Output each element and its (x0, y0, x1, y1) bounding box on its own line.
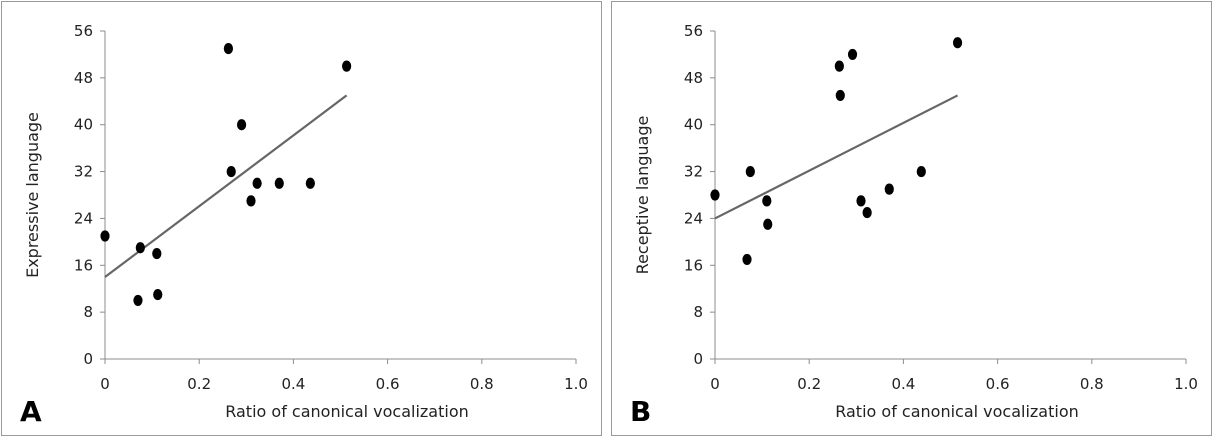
data-point (763, 218, 773, 230)
y-tick-label: 16 (74, 256, 93, 274)
x-axis-title: Ratio of canonical vocalization (835, 402, 1079, 421)
data-point (100, 230, 110, 242)
panel-label: A (20, 395, 42, 428)
data-point (835, 89, 845, 102)
data-point (223, 42, 234, 55)
y-tick-label: 40 (74, 116, 93, 134)
scatter-chart-a: 0 8 16 24 32 40 48 56 0 0.2 0.4 0.6 0.8 1.0 Ratio of c… (20, 22, 588, 428)
y-tick-label: 32 (74, 163, 93, 181)
x-tick-label: 0 (100, 375, 110, 393)
panel-label: B (630, 395, 651, 428)
y-tick-label: 8 (693, 303, 703, 321)
data-point (226, 165, 236, 178)
data-point (834, 60, 844, 72)
data-point (847, 48, 858, 61)
chart-panel-a: 0 8 16 24 32 40 48 56 0 0.2 0.4 0.6 0.8 1.0 Ratio of c… (1, 1, 602, 436)
x-axis-title: Ratio of canonical vocalization (225, 402, 469, 421)
y-tick-label: 16 (684, 256, 703, 274)
x-tick-label: 1.0 (564, 375, 588, 393)
y-tick-label: 56 (74, 22, 93, 40)
data-point (884, 183, 894, 195)
data-point (133, 294, 143, 307)
data-point (762, 195, 772, 207)
data-point (916, 165, 926, 178)
x-tick-label: 0.8 (470, 375, 494, 393)
data-point (742, 253, 752, 266)
y-tick-label: 48 (684, 69, 703, 87)
data-point (342, 60, 352, 72)
y-tick-label: 48 (74, 69, 93, 87)
data-point (952, 37, 963, 49)
data-point (135, 242, 145, 254)
data-point (745, 165, 755, 178)
data-point (274, 177, 284, 189)
x-tick-label: 0.4 (281, 375, 305, 393)
y-tick-label: 24 (684, 209, 703, 227)
trendline (104, 94, 348, 278)
x-tick-label: 0.6 (986, 375, 1010, 393)
x-tick-label: 0.2 (187, 375, 211, 393)
x-tick-label: 0 (710, 375, 720, 393)
data-point (252, 177, 262, 189)
trendline (714, 94, 959, 220)
y-axis-title: Expressive language (23, 112, 42, 278)
x-tick-label: 0.2 (797, 375, 821, 393)
data-point (246, 195, 256, 207)
data-point (710, 189, 720, 201)
scatter-chart-b: 0 8 16 24 32 40 48 56 0 0.2 0.4 0.6 0.8 1.0 Ratio of c… (630, 22, 1198, 428)
data-point (862, 206, 872, 219)
data-point (153, 288, 163, 301)
y-tick-label: 0 (83, 350, 93, 368)
data-point (236, 119, 247, 131)
x-tick-label: 0.4 (891, 375, 915, 393)
chart-panel-b: 0 8 16 24 32 40 48 56 0 0.2 0.4 0.6 0.8 1.0 Ratio of c… (611, 1, 1212, 436)
data-point (305, 177, 315, 189)
x-tick-label: 0.8 (1080, 375, 1104, 393)
data-point (152, 247, 162, 260)
y-tick-label: 32 (684, 163, 703, 181)
y-tick-label: 24 (74, 209, 93, 227)
y-tick-label: 8 (83, 303, 93, 321)
y-axis-title: Receptive language (633, 116, 652, 275)
data-point (856, 195, 866, 207)
y-tick-label: 40 (684, 116, 703, 134)
x-tick-label: 1.0 (1174, 375, 1198, 393)
y-tick-label: 0 (693, 350, 703, 368)
y-tick-label: 56 (684, 22, 703, 40)
x-tick-label: 0.6 (376, 375, 400, 393)
